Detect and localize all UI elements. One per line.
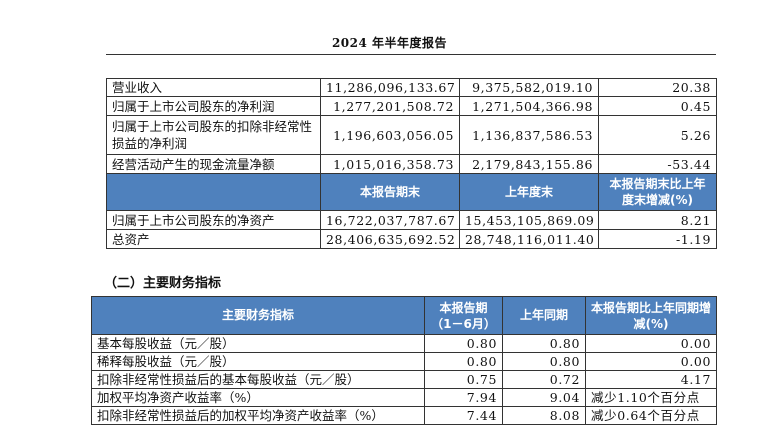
prior-period-value: 15,453,105,869.09: [459, 210, 599, 230]
current-period-value: 11,286,096,133.67: [320, 78, 460, 97]
prior-period-value: 2,179,843,155.86: [459, 154, 599, 174]
row-label: 扣除非经常性损益后的加权平均净资产收益率（%）: [91, 406, 425, 425]
prior-period-value: 0.80: [502, 352, 586, 371]
table-row: 归属于上市公司股东的净资产 16,722,037,787.67 15,453,1…: [106, 210, 717, 230]
column-header-current-period-end: 本报告期末: [320, 173, 460, 211]
column-header-prior-period: 上年同期: [502, 296, 586, 335]
prior-period-value: 9,375,582,019.10: [459, 78, 599, 97]
change-percent: 0.45: [598, 96, 717, 116]
current-period-value: 1,015,016,358.73: [320, 154, 460, 174]
current-period-value: 0.80: [424, 334, 503, 353]
key-accounting-data-table: 营业收入 11,286,096,133.67 9,375,582,019.10 …: [106, 78, 717, 249]
column-header-prior-year-end: 上年度末: [459, 173, 599, 211]
prior-period-value: 0.72: [502, 370, 586, 389]
key-financial-indicators-table: 主要财务指标 本报告期（1－6月） 上年同期 本报告期比上年同期增减(%) 基本…: [91, 296, 717, 425]
change-value: 0.00: [585, 352, 717, 371]
table-row: 营业收入 11,286,096,133.67 9,375,582,019.10 …: [106, 78, 717, 97]
table-row: 总资产 28,406,635,692.52 28,748,116,011.40 …: [106, 229, 717, 249]
row-label: 归属于上市公司股东的净利润: [106, 96, 321, 116]
prior-period-value: 9.04: [502, 388, 586, 407]
table-row: 扣除非经常性损益后的基本每股收益（元／股） 0.75 0.72 4.17: [91, 370, 717, 389]
page-header-title: 2024 年半年度报告: [331, 36, 448, 50]
table-row: 基本每股收益（元／股） 0.80 0.80 0.00: [91, 334, 717, 353]
change-value: 4.17: [585, 370, 717, 389]
row-label: 归属于上市公司股东的净资产: [106, 210, 321, 230]
row-label: 经营活动产生的现金流量净额: [106, 154, 321, 174]
row-label: 加权平均净资产收益率（%）: [91, 388, 425, 407]
change-value: 减少0.64个百分点: [585, 406, 717, 425]
table-row: 归属于上市公司股东的扣除非经常性损益的净利润 1,196,603,056.05 …: [106, 115, 717, 155]
prior-period-value: 0.80: [502, 334, 586, 353]
change-percent: 5.26: [598, 115, 717, 155]
table-row: 稀释每股收益（元／股） 0.80 0.80 0.00: [91, 352, 717, 371]
table-subheader-row: 本报告期末 上年度末 本报告期末比上年度末增减(%): [106, 173, 717, 211]
column-header-indicator: 主要财务指标: [91, 296, 425, 335]
current-period-value: 16,722,037,787.67: [320, 210, 460, 230]
column-header-change: 本报告期比上年同期增减(%): [585, 296, 717, 335]
section-title: （二）主要财务指标: [104, 276, 222, 291]
change-percent: 20.38: [598, 78, 717, 97]
row-label: 基本每股收益（元／股）: [91, 334, 425, 353]
current-period-value: 1,196,603,056.05: [320, 115, 460, 155]
table-row: 经营活动产生的现金流量净额 1,015,016,358.73 2,179,843…: [106, 154, 717, 174]
prior-period-value: 1,136,837,586.53: [459, 115, 599, 155]
prior-period-value: 28,748,116,011.40: [459, 229, 599, 249]
column-header-current-period: 本报告期（1－6月）: [424, 296, 503, 335]
change-value: 0.00: [585, 334, 717, 353]
current-period-value: 28,406,635,692.52: [320, 229, 460, 249]
row-label: 总资产: [106, 229, 321, 249]
prior-period-value: 8.08: [502, 406, 586, 425]
current-period-value: 7.44: [424, 406, 503, 425]
prior-period-value: 1,271,504,366.98: [459, 96, 599, 116]
table-row: 加权平均净资产收益率（%） 7.94 9.04 减少1.10个百分点: [91, 388, 717, 407]
change-percent: -1.19: [598, 229, 717, 249]
change-percent: 8.21: [598, 210, 717, 230]
blank-header-cell: [106, 173, 321, 211]
current-period-value: 0.80: [424, 352, 503, 371]
row-label: 稀释每股收益（元／股）: [91, 352, 425, 371]
table-row: 扣除非经常性损益后的加权平均净资产收益率（%） 7.44 8.08 减少0.64…: [91, 406, 717, 425]
table-row: 归属于上市公司股东的净利润 1,277,201,508.72 1,271,504…: [106, 96, 717, 116]
change-value: 减少1.10个百分点: [585, 388, 717, 407]
change-percent: -53.44: [598, 154, 717, 174]
current-period-value: 7.94: [424, 388, 503, 407]
header-divider: [106, 54, 716, 55]
table-header-row: 主要财务指标 本报告期（1－6月） 上年同期 本报告期比上年同期增减(%): [91, 296, 717, 335]
row-label: 扣除非经常性损益后的基本每股收益（元／股）: [91, 370, 425, 389]
row-label: 归属于上市公司股东的扣除非经常性损益的净利润: [106, 115, 321, 155]
current-period-value: 1,277,201,508.72: [320, 96, 460, 116]
column-header-change: 本报告期末比上年度末增减(%): [598, 173, 717, 211]
row-label: 营业收入: [106, 78, 321, 97]
current-period-value: 0.75: [424, 370, 503, 389]
